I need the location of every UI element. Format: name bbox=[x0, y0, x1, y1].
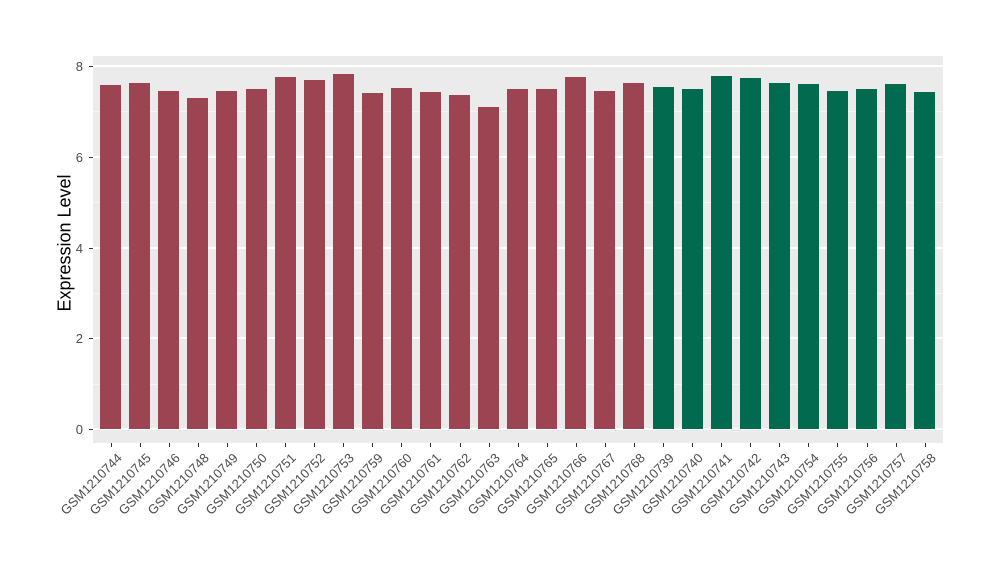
x-axis-tick-mark bbox=[372, 443, 374, 447]
x-axis-tick-mark bbox=[343, 443, 345, 447]
y-axis-tick-mark bbox=[89, 429, 93, 430]
bar bbox=[507, 88, 529, 429]
bar bbox=[332, 74, 354, 429]
x-axis-tick-mark bbox=[808, 443, 810, 447]
y-axis-tick-mark bbox=[89, 338, 93, 340]
x-axis-tick-mark bbox=[779, 443, 781, 447]
x-axis-tick-mark bbox=[430, 443, 432, 447]
x-axis-tick-mark bbox=[401, 443, 403, 447]
bar bbox=[885, 84, 907, 429]
bar bbox=[361, 92, 383, 429]
y-axis-tick-mark bbox=[89, 66, 93, 67]
x-axis-tick-mark bbox=[517, 443, 519, 447]
bar bbox=[245, 89, 267, 429]
bar bbox=[100, 84, 122, 429]
y-axis-tick-label: 0 bbox=[75, 422, 83, 437]
bar bbox=[652, 87, 674, 429]
bar bbox=[129, 82, 151, 429]
x-axis-tick-mark bbox=[866, 443, 868, 447]
bar bbox=[478, 106, 500, 429]
bar bbox=[768, 82, 790, 429]
bar bbox=[739, 78, 761, 429]
y-axis-tick-label: 2 bbox=[75, 331, 83, 347]
bar bbox=[681, 88, 703, 429]
x-axis-tick-mark bbox=[197, 443, 199, 447]
x-axis-tick-mark bbox=[721, 443, 723, 447]
y-axis-tick-label: 8 bbox=[75, 59, 83, 74]
x-axis-tick-mark bbox=[110, 443, 112, 447]
bar bbox=[216, 90, 238, 429]
bar bbox=[856, 88, 878, 429]
bar bbox=[797, 84, 819, 429]
bar bbox=[303, 80, 325, 429]
x-axis-tick-mark bbox=[256, 443, 258, 447]
gridline-major bbox=[93, 65, 943, 67]
x-axis-tick-mark bbox=[575, 443, 577, 447]
bar bbox=[914, 92, 936, 429]
x-axis-tick-mark bbox=[895, 443, 897, 447]
gridline-major bbox=[93, 428, 943, 430]
bar bbox=[274, 76, 296, 429]
bar bbox=[449, 95, 471, 429]
x-axis-tick-mark bbox=[459, 443, 461, 447]
bar bbox=[594, 90, 616, 429]
y-axis-tick-label: 6 bbox=[75, 149, 83, 165]
x-axis-tick-mark bbox=[488, 443, 490, 447]
bar bbox=[710, 76, 732, 429]
bar bbox=[623, 83, 645, 429]
y-axis-tick-label: 4 bbox=[75, 240, 83, 256]
x-axis-tick-mark bbox=[226, 443, 228, 447]
y-axis-tick-mark bbox=[89, 156, 93, 158]
bar bbox=[390, 87, 412, 429]
x-axis-tick-mark bbox=[314, 443, 316, 447]
x-axis-tick-mark bbox=[285, 443, 287, 447]
x-axis-tick-mark bbox=[663, 443, 665, 447]
bar bbox=[565, 76, 587, 429]
x-axis-tick-mark bbox=[750, 443, 752, 447]
x-axis-tick-mark bbox=[168, 443, 170, 447]
x-axis-tick-mark bbox=[139, 443, 141, 447]
bar bbox=[826, 90, 848, 429]
bar bbox=[187, 98, 209, 429]
y-axis-tick-mark bbox=[89, 247, 93, 249]
x-axis-tick-mark bbox=[546, 443, 548, 447]
x-axis-tick-mark bbox=[633, 443, 635, 447]
x-axis-tick-mark bbox=[692, 443, 694, 447]
bar bbox=[419, 91, 441, 429]
x-axis-tick-mark bbox=[924, 443, 926, 447]
bar bbox=[158, 90, 180, 429]
x-axis-tick-mark bbox=[837, 443, 839, 447]
bar bbox=[536, 89, 558, 429]
x-axis-tick-mark bbox=[604, 443, 606, 447]
